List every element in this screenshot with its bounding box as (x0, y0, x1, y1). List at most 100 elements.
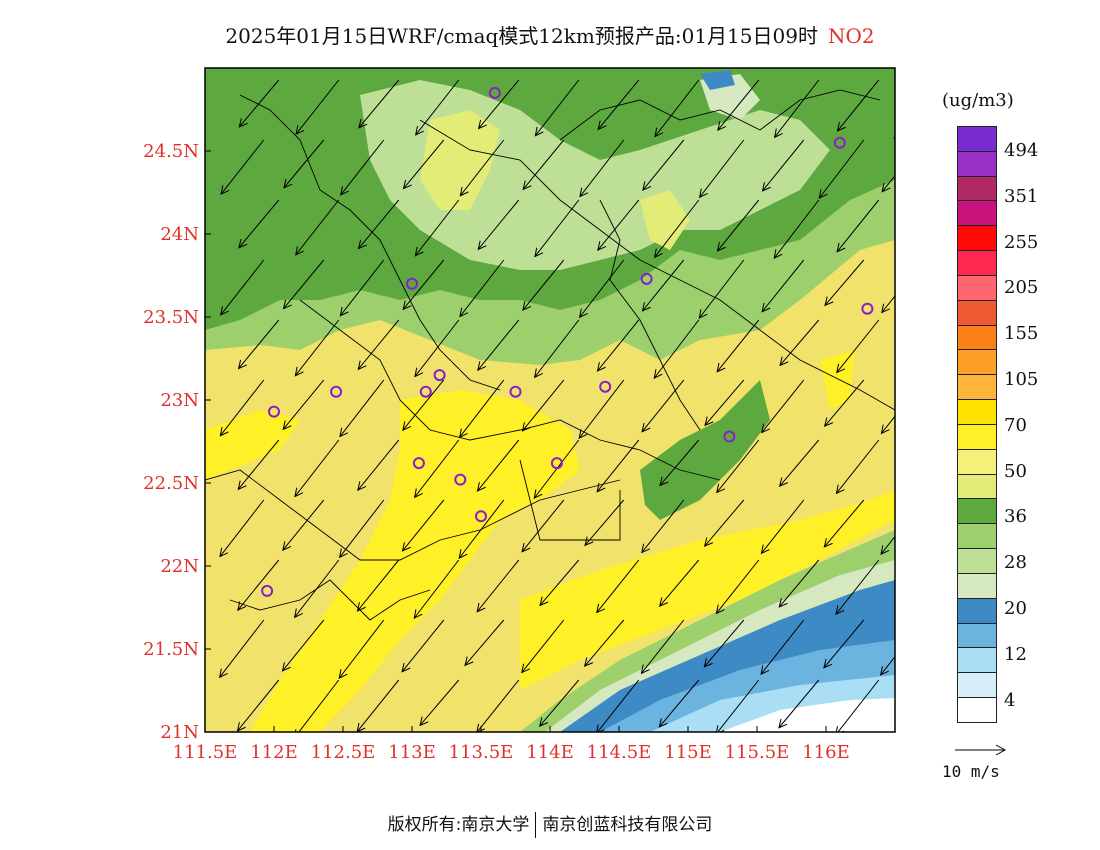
wind-arrow-head (220, 185, 230, 196)
wind-arrow-head (900, 357, 908, 366)
x-tick-label: 114E (526, 742, 574, 763)
wind-arrow (283, 259, 325, 309)
wind-arrow (357, 319, 400, 370)
wind-arrow-head (596, 482, 606, 493)
wind-arrow (522, 379, 565, 432)
wind-arrow (522, 259, 565, 311)
wind-arrow-head (761, 302, 771, 313)
wind-arrow-head (880, 545, 890, 556)
wind-arrow (760, 619, 805, 675)
wind-arrow (539, 559, 580, 606)
wind-arrow (835, 559, 880, 615)
wind-arrow (464, 619, 505, 666)
wind-arrow-head (835, 605, 845, 616)
wind-arrow (596, 439, 640, 493)
wind-arrow-head (823, 658, 833, 669)
wind-arrow (761, 499, 805, 554)
colorbar-label: 70 (1004, 414, 1027, 436)
wind-arrow (402, 379, 445, 431)
wind-arrow (458, 499, 505, 559)
wind-arrow (219, 499, 265, 557)
wind-arrow (880, 655, 895, 676)
wind-arrow (597, 319, 640, 372)
wind-arrow (717, 79, 760, 131)
wind-arrow (762, 139, 805, 192)
wind-arrow-head (578, 429, 588, 440)
wind-arrow-head (835, 484, 845, 495)
boundary-lines (205, 89, 895, 621)
wind-arrow (295, 79, 340, 135)
wind-arrow-head (703, 658, 713, 668)
x-tick-label: 116E (802, 742, 850, 763)
colorbar-segment (957, 523, 997, 550)
wind-arrow (899, 560, 939, 608)
wind-arrow (295, 199, 340, 256)
wind-arrow (294, 439, 340, 497)
x-tick-label: 114.5E (587, 742, 652, 763)
colorbar-label: 155 (1004, 323, 1039, 345)
wind-arrow (340, 139, 385, 196)
wind-arrow (900, 200, 939, 245)
x-tick-label: 113.5E (449, 742, 514, 763)
wind-arrow (219, 379, 265, 437)
wind-arrow (522, 139, 565, 190)
wind-arrow-head (357, 481, 367, 492)
wind-arrow (596, 679, 640, 732)
wind-arrow (414, 319, 460, 377)
wind-arrow (699, 139, 745, 198)
y-tick-label: 24N (160, 224, 199, 245)
wind-arrow (579, 139, 625, 197)
wind-arrow-head (415, 126, 424, 136)
station-marker (412, 457, 425, 470)
wind-arrow (818, 139, 865, 199)
y-tick-label: 21N (160, 722, 199, 743)
wind-arrow (459, 379, 505, 438)
wind-arrow-head (642, 181, 652, 192)
wind-arrow-head (522, 301, 532, 312)
wind-arrow (703, 619, 745, 668)
wind-arrow (881, 295, 895, 313)
colorbar-segment (957, 448, 997, 475)
wind-arrow (539, 679, 580, 727)
wind-arrow-head (899, 599, 907, 608)
wind-arrow-head (761, 182, 771, 192)
wind-arrow (584, 619, 625, 667)
wind-arrow (459, 259, 505, 317)
y-tick-label: 22.5N (143, 473, 199, 494)
wind-arrow (459, 139, 505, 197)
wind-arrow-head (881, 182, 891, 193)
colorbar-segment (957, 126, 997, 152)
wind-arrow-head (522, 180, 532, 191)
colorbar-segment (957, 572, 997, 599)
wind-arrow (521, 499, 565, 553)
wind-arrow-head (340, 186, 349, 196)
station-marker (330, 385, 343, 398)
colorbar-label: 36 (1004, 506, 1027, 528)
colorbar-label: 351 (1004, 185, 1039, 207)
station-marker (550, 457, 563, 470)
wind-arrow (779, 439, 820, 487)
wind-arrow-head (881, 303, 891, 314)
wind-arrow-head (282, 541, 292, 552)
wind-arrow (716, 559, 760, 614)
wind-arrow-head (237, 601, 247, 612)
station-marker (454, 473, 467, 486)
footer-left: 版权所有:南京大学 (387, 815, 530, 835)
wind-arrow (476, 559, 520, 613)
title-species: NO2 (827, 24, 875, 48)
y-tick-label: 23.5N (143, 307, 199, 328)
colorbar-label: 205 (1004, 277, 1039, 299)
wind-arrow (358, 199, 400, 249)
wind-arrow-head (401, 662, 411, 673)
wind-arrow-head (401, 542, 411, 552)
y-tick-label: 24.5N (143, 141, 199, 162)
wind-arrow-head (294, 487, 304, 498)
wind-arrow (836, 319, 880, 373)
wind-arrow-head (836, 242, 846, 253)
colorbar-segment (957, 324, 997, 351)
wind-arrow (294, 319, 340, 377)
wind-arrow-head (236, 722, 246, 732)
wind-arrow-head (698, 188, 708, 199)
colorbar-segment (957, 498, 997, 525)
